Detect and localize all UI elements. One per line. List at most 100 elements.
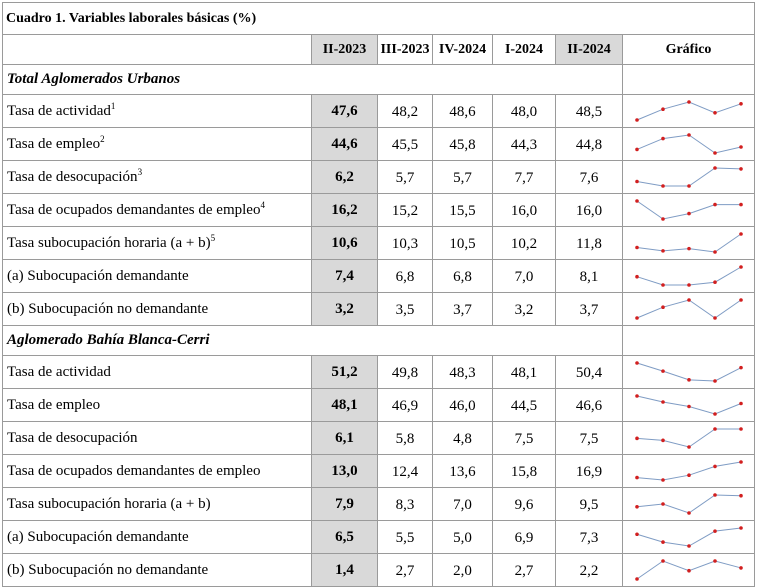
sparkline-point <box>686 133 691 137</box>
row-label: Tasa subocupación horaria (a + b)5 <box>2 226 312 260</box>
sparkline-point <box>738 145 743 149</box>
chart-cell <box>622 127 755 161</box>
row-label-text: (b) Subocupación no demandante <box>7 300 209 317</box>
sparkline-line <box>636 299 741 319</box>
row-label: (a) Subocupación demandante <box>2 520 312 554</box>
sparkline-point <box>660 107 665 111</box>
value-cell: 49,8 <box>377 355 433 389</box>
value-cell: 15,8 <box>492 454 556 488</box>
sparkline-point <box>634 361 639 365</box>
value-cell: 13,0 <box>311 454 378 488</box>
sparkline-point <box>634 436 639 441</box>
row-label-text: Tasa de empleo <box>7 135 101 152</box>
table-row: (b) Subocupación no demandante 1,4 2,7 2,0 2… <box>2 553 755 587</box>
table-row: Tasa de empleo2 44,6 45,5 45,8 44,3 44,8 <box>2 127 755 161</box>
value-cell: 6,8 <box>377 259 433 293</box>
sparkline-point <box>660 502 665 506</box>
row-label-text: Tasa de ocupados demandantes de empleo <box>7 462 261 479</box>
row-label: Tasa de empleo <box>2 388 312 422</box>
sparkline-point <box>686 246 691 251</box>
sparkline-point <box>660 305 665 309</box>
row-sparkline <box>634 493 743 515</box>
value-cell: 6,8 <box>432 259 493 293</box>
value-cell: 3,7 <box>432 292 493 326</box>
header-iii-2023: III-2023 <box>377 34 433 65</box>
row-sparkline <box>634 460 743 482</box>
sparkline-point <box>712 493 717 497</box>
footnote-marker: 3 <box>137 166 143 177</box>
row-sparkline <box>634 199 743 221</box>
sparkline-point <box>712 427 717 431</box>
row-sparkline <box>634 526 743 548</box>
header-row: II-2023 III-2023 IV-2024 I-2024 II-2024 … <box>2 34 755 65</box>
value-cell: 5,7 <box>432 160 493 194</box>
table-row: Tasa de desocupación3 6,2 5,7 5,7 7,7 7,6 <box>2 160 755 194</box>
sparkline-point <box>634 147 639 152</box>
header-label-blank <box>2 34 312 65</box>
value-cell: 5,7 <box>377 160 433 194</box>
sparkline-point <box>738 566 743 570</box>
chart-cell <box>622 94 755 128</box>
sparkline-point <box>686 184 691 188</box>
chart-cell <box>622 388 755 422</box>
table-row: Tasa de ocupados demandantes de empleo4 1… <box>2 193 755 227</box>
footnote-marker: 5 <box>210 232 216 243</box>
sparkline-point <box>660 283 665 287</box>
section-chart-blank <box>622 325 755 356</box>
value-cell: 46,6 <box>555 388 623 422</box>
sparkline-point <box>738 167 743 171</box>
chart-cell <box>622 226 755 260</box>
section-title: Aglomerado Bahía Blanca-Cerri <box>2 325 623 356</box>
value-cell: 50,4 <box>555 355 623 389</box>
row-label: (b) Subocupación no demandante <box>2 292 312 326</box>
value-cell: 16,0 <box>492 193 556 227</box>
sparkline-point <box>634 199 639 203</box>
footnote-marker: 1 <box>110 100 116 111</box>
value-cell: 48,5 <box>555 94 623 128</box>
sparkline-point <box>660 559 665 563</box>
chart-cell <box>622 160 755 194</box>
row-label: Tasa de ocupados demandantes de empleo4 <box>2 193 312 227</box>
sparkline-point <box>738 493 743 498</box>
value-cell: 7,0 <box>432 487 493 521</box>
sparkline-point <box>712 111 717 115</box>
section-header-row: Aglomerado Bahía Blanca-Cerri <box>2 325 755 356</box>
sparkline-point <box>660 184 665 188</box>
value-cell: 48,0 <box>492 94 556 128</box>
row-sparkline <box>634 559 743 581</box>
table-row: Tasa de empleo 48,1 46,9 46,0 44,5 46,6 <box>2 388 755 422</box>
header-grafico: Gráfico <box>622 34 755 65</box>
sparkline-point <box>686 404 691 409</box>
row-label-text: (a) Subocupación demandante <box>7 528 189 545</box>
value-cell: 46,0 <box>432 388 493 422</box>
value-cell: 3,5 <box>377 292 433 326</box>
sparkline-line <box>636 101 741 121</box>
sparkline-line <box>636 266 741 286</box>
row-label-text: Tasa de empleo <box>7 396 101 413</box>
value-cell: 16,0 <box>555 193 623 227</box>
chart-cell <box>622 487 755 521</box>
value-cell: 7,6 <box>555 160 623 194</box>
sparkline-point <box>660 438 665 443</box>
value-cell: 1,4 <box>311 553 378 587</box>
value-cell: 46,9 <box>377 388 433 422</box>
row-label: Tasa de desocupación <box>2 421 312 455</box>
value-cell: 9,5 <box>555 487 623 521</box>
sparkline-point <box>738 265 743 269</box>
sparkline-point <box>660 136 665 141</box>
sparkline-point <box>686 211 691 216</box>
sparkline-point <box>634 475 639 480</box>
sparkline-point <box>634 118 639 122</box>
value-cell: 5,8 <box>377 421 433 455</box>
value-cell: 2,7 <box>377 553 433 587</box>
table-row: Tasa subocupación horaria (a + b)5 10,6 10… <box>2 226 755 260</box>
value-cell: 13,6 <box>432 454 493 488</box>
footnote-marker: 4 <box>260 199 265 210</box>
value-cell: 2,7 <box>492 553 556 587</box>
value-cell: 16,2 <box>311 193 378 227</box>
sparkline-point <box>660 400 665 404</box>
value-cell: 10,3 <box>377 226 433 260</box>
chart-cell <box>622 259 755 293</box>
sparkline-point <box>738 526 743 530</box>
